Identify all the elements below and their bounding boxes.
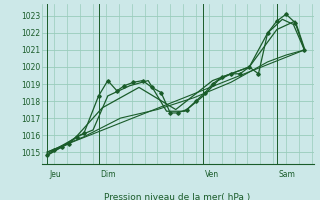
Text: Jeu: Jeu <box>49 170 61 179</box>
Text: Ven: Ven <box>205 170 219 179</box>
Text: Pression niveau de la mer( hPa ): Pression niveau de la mer( hPa ) <box>104 193 251 200</box>
Text: Dim: Dim <box>100 170 116 179</box>
Text: Sam: Sam <box>279 170 296 179</box>
